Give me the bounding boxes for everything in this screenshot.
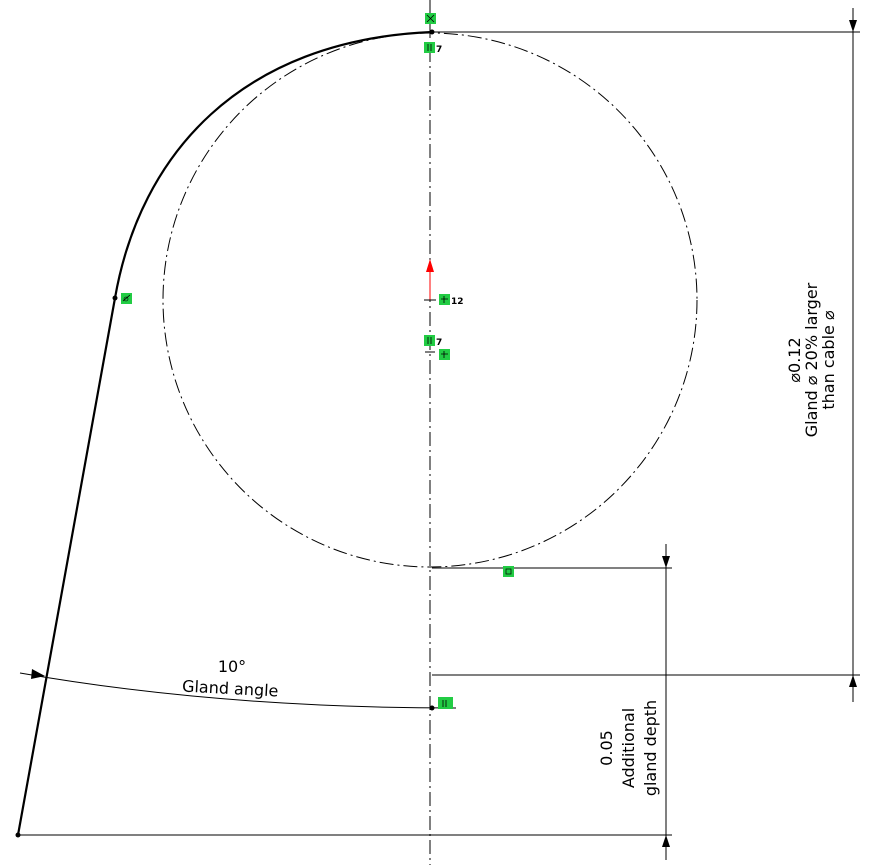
profile-tangent-point[interactable] xyxy=(112,295,118,301)
gland-profile-line[interactable] xyxy=(16,30,433,836)
depth-value: 0.05 xyxy=(597,730,616,766)
diameter-note-line2: Gland ⌀ 20% larger xyxy=(802,282,821,437)
diameter-dimension-label[interactable]: ⌀0.12 Gland ⌀ 20% larger than cable ⌀ xyxy=(785,282,838,437)
depth-note-line2: Additional xyxy=(619,708,638,788)
svg-text:⌀0.12: ⌀0.12 xyxy=(785,337,804,382)
diameter-note-line3: than cable ⌀ xyxy=(819,310,838,410)
depth-arrow-bottom xyxy=(662,835,670,847)
origin-arrow-icon xyxy=(426,259,434,272)
relation-badge-tangent[interactable] xyxy=(121,293,132,304)
diameter-arrow-top xyxy=(849,20,857,32)
relation-badge-midpoint[interactable] xyxy=(439,349,450,360)
angle-label[interactable]: Gland angle xyxy=(182,676,279,700)
depth-dimension-label[interactable]: 0.05 Additional gland depth xyxy=(597,700,660,796)
depth-note-line3: gland depth xyxy=(641,700,660,796)
angle-value[interactable]: 10° xyxy=(218,657,246,676)
depth-arrow-top xyxy=(662,556,670,568)
relation-badge-top[interactable] xyxy=(425,13,436,24)
relation-label-mid: 7 xyxy=(436,338,442,348)
relation-badge-bottom[interactable] xyxy=(503,566,514,577)
relation-badge-angle-end[interactable] xyxy=(438,697,453,709)
diameter-value: 0.12 xyxy=(785,337,804,373)
relation-badge-coincident-top[interactable]: 7 xyxy=(424,42,442,55)
relation-badge-center[interactable]: 12 xyxy=(439,294,464,307)
profile-bottom-point[interactable] xyxy=(15,832,21,838)
relation-label-center: 12 xyxy=(451,297,464,307)
diameter-symbol: ⌀ xyxy=(785,373,804,383)
relation-label-top: 7 xyxy=(436,45,442,55)
diameter-arrow-bottom xyxy=(849,675,857,687)
relation-badge-coincident-mid[interactable]: 7 xyxy=(424,335,442,348)
angle-arrow xyxy=(31,669,45,679)
angle-dimension-arc[interactable] xyxy=(19,672,457,709)
